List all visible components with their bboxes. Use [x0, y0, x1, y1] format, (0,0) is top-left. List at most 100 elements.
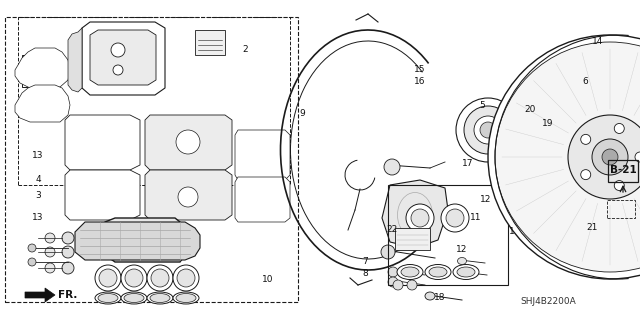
Circle shape	[411, 209, 429, 227]
Circle shape	[614, 181, 624, 190]
Bar	[608, 160, 638, 182]
Circle shape	[62, 262, 74, 274]
Text: 6: 6	[582, 78, 588, 86]
Text: SHJ4B2200A: SHJ4B2200A	[520, 298, 576, 307]
Circle shape	[547, 172, 557, 182]
Polygon shape	[25, 288, 55, 302]
Polygon shape	[15, 48, 70, 88]
Text: 12: 12	[456, 246, 468, 255]
Text: 14: 14	[592, 38, 604, 47]
Circle shape	[592, 139, 628, 175]
Ellipse shape	[401, 267, 419, 277]
Circle shape	[580, 134, 591, 145]
Circle shape	[488, 35, 640, 279]
Circle shape	[381, 245, 395, 259]
Polygon shape	[105, 218, 185, 262]
Circle shape	[125, 269, 143, 287]
Circle shape	[526, 106, 630, 210]
Circle shape	[464, 106, 512, 154]
Circle shape	[583, 183, 593, 193]
Text: 1: 1	[509, 227, 515, 236]
Polygon shape	[568, 88, 590, 120]
Circle shape	[614, 123, 624, 133]
Text: 11: 11	[470, 213, 482, 222]
Polygon shape	[235, 177, 290, 222]
Circle shape	[446, 209, 464, 227]
Polygon shape	[15, 85, 70, 122]
Ellipse shape	[429, 267, 447, 277]
Circle shape	[568, 148, 588, 168]
Text: 7: 7	[362, 257, 368, 266]
Circle shape	[602, 149, 618, 165]
Circle shape	[45, 233, 55, 243]
Polygon shape	[90, 30, 156, 85]
Circle shape	[178, 187, 198, 207]
Circle shape	[388, 277, 398, 287]
Circle shape	[176, 130, 200, 154]
Text: 3: 3	[35, 190, 41, 199]
Polygon shape	[65, 170, 140, 220]
Ellipse shape	[124, 293, 144, 302]
Ellipse shape	[453, 264, 479, 279]
Circle shape	[173, 265, 199, 291]
Ellipse shape	[147, 292, 173, 304]
Ellipse shape	[397, 264, 423, 279]
Text: 9: 9	[299, 108, 305, 117]
Circle shape	[95, 265, 121, 291]
Text: 4: 4	[35, 175, 41, 184]
Circle shape	[147, 265, 173, 291]
Ellipse shape	[121, 292, 147, 304]
Circle shape	[533, 113, 623, 203]
Bar	[607, 200, 635, 218]
Circle shape	[62, 246, 74, 258]
Text: 2: 2	[242, 46, 248, 55]
Polygon shape	[65, 115, 140, 170]
Circle shape	[495, 42, 640, 272]
Polygon shape	[82, 22, 165, 95]
Text: 13: 13	[32, 213, 44, 222]
Circle shape	[560, 140, 596, 176]
Circle shape	[388, 267, 398, 277]
Circle shape	[177, 269, 195, 287]
Circle shape	[393, 280, 403, 290]
Bar	[22, 55, 55, 87]
Circle shape	[407, 280, 417, 290]
Text: 20: 20	[524, 106, 536, 115]
Circle shape	[480, 122, 496, 138]
Text: 10: 10	[262, 276, 274, 285]
Circle shape	[580, 170, 591, 180]
Bar	[5, 17, 298, 302]
Ellipse shape	[98, 293, 118, 302]
Circle shape	[406, 204, 434, 232]
Ellipse shape	[176, 293, 196, 302]
Ellipse shape	[150, 293, 170, 302]
Text: B-21: B-21	[610, 165, 636, 175]
Circle shape	[45, 247, 55, 257]
Circle shape	[28, 244, 36, 252]
Circle shape	[151, 269, 169, 287]
Text: 22: 22	[387, 226, 397, 234]
Polygon shape	[382, 180, 448, 248]
Polygon shape	[68, 28, 82, 92]
Circle shape	[583, 122, 593, 133]
Ellipse shape	[425, 264, 451, 279]
Ellipse shape	[458, 257, 467, 264]
Bar	[18, 17, 290, 185]
Text: 8: 8	[362, 270, 368, 278]
Text: 15: 15	[414, 65, 426, 75]
Circle shape	[62, 232, 74, 244]
Ellipse shape	[425, 292, 435, 300]
Circle shape	[544, 142, 554, 152]
Circle shape	[456, 98, 520, 162]
Polygon shape	[145, 170, 232, 220]
Ellipse shape	[95, 292, 121, 304]
Circle shape	[605, 153, 615, 163]
Bar	[195, 30, 225, 55]
Polygon shape	[75, 222, 200, 260]
Ellipse shape	[173, 292, 199, 304]
Circle shape	[99, 269, 117, 287]
Text: 12: 12	[480, 196, 492, 204]
Bar	[388, 185, 508, 285]
Text: 13: 13	[32, 151, 44, 160]
Text: 18: 18	[435, 293, 445, 302]
